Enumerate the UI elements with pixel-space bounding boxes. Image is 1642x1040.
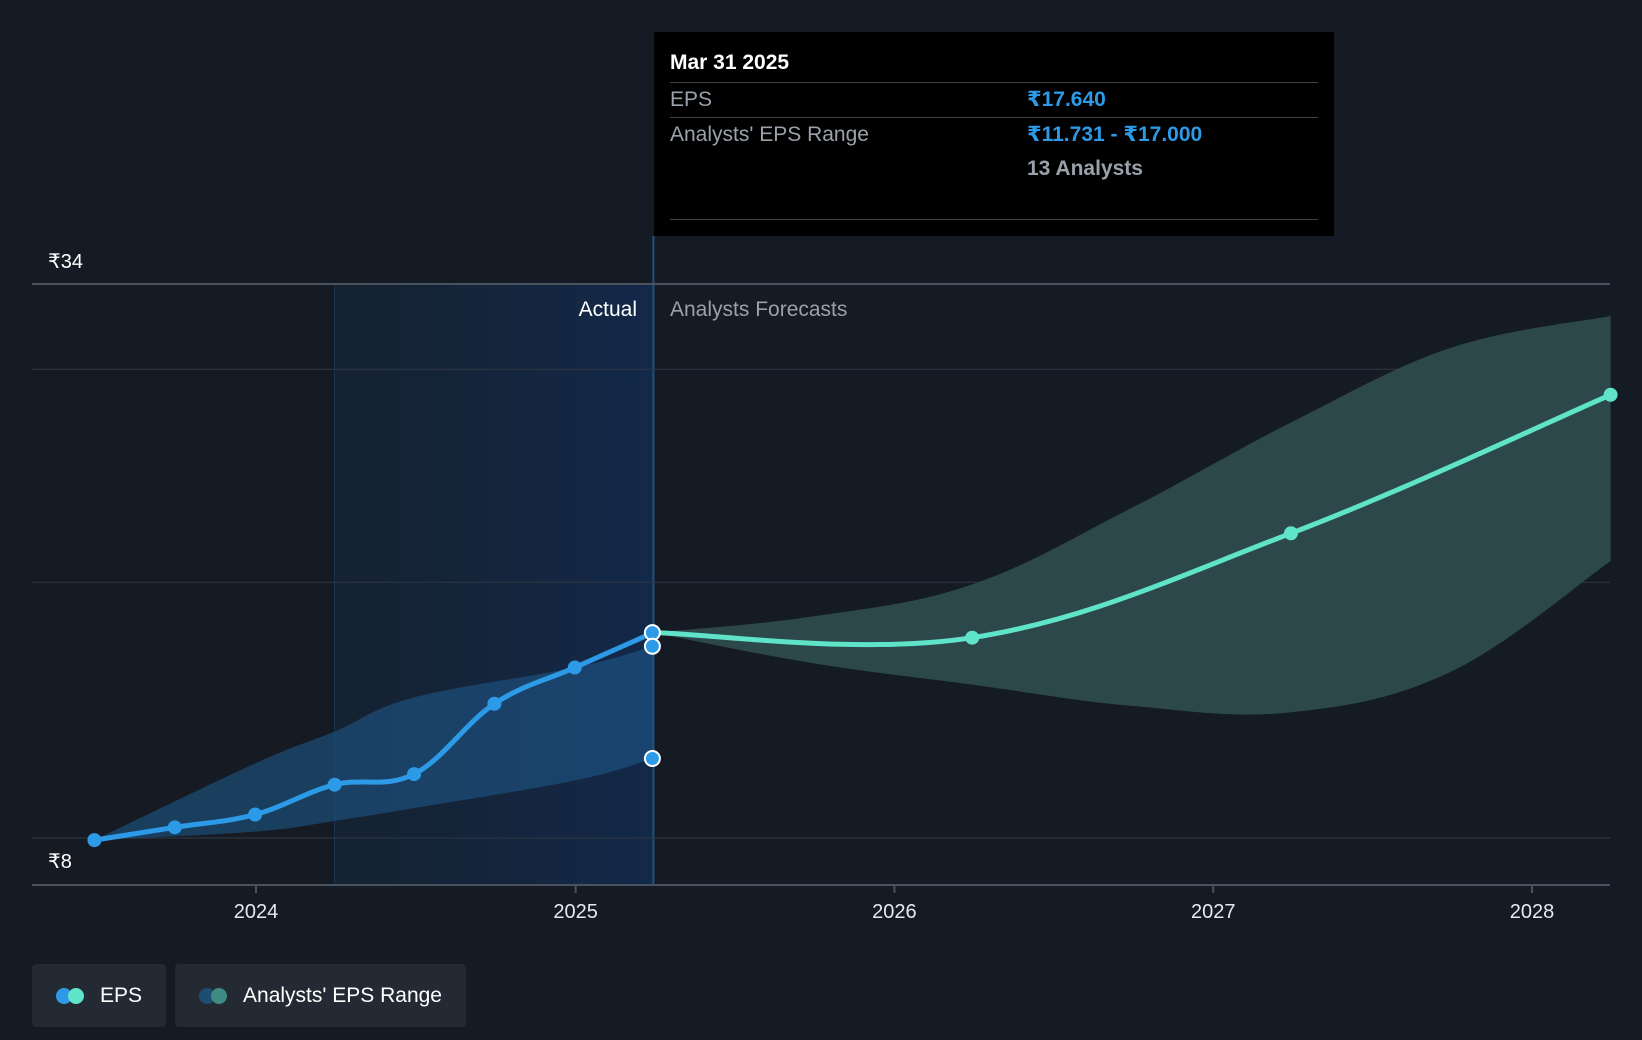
legend-range-button[interactable]: Analysts' EPS Range [175, 964, 466, 1027]
eps-actual-point [327, 777, 342, 792]
eps-forecast-point [1603, 387, 1618, 402]
eps-actual-point [487, 696, 502, 711]
x-tick-label: 2025 [553, 901, 598, 923]
hover-marker [643, 750, 661, 768]
tooltip-divider [670, 219, 1318, 220]
eps-legend-icon [56, 987, 86, 1004]
legend-eps-button[interactable]: EPS [32, 964, 167, 1027]
x-tick-label: 2024 [234, 901, 279, 923]
tooltip-eps-row: EPS ₹17.640 [670, 83, 1318, 118]
tooltip-range-value: ₹11.731 - ₹17.000 [1027, 123, 1203, 146]
eps-actual-line [91, 630, 656, 843]
x-tick-label: 2026 [872, 901, 917, 923]
y-axis-top-label: ₹34 [48, 251, 83, 273]
legend-range-label: Analysts' EPS Range [243, 983, 442, 1007]
eps-actual-point [407, 767, 422, 782]
range-legend-icon [199, 987, 229, 1004]
forecast-range-band [653, 315, 1611, 715]
x-tick-label: 2027 [1191, 901, 1236, 923]
tooltip-range-row: Analysts' EPS Range ₹11.731 - ₹17.000 [670, 118, 1318, 152]
y-axis-bottom-label: ₹8 [48, 851, 72, 873]
eps-forecast-point [965, 630, 980, 645]
x-tick-label: 2028 [1510, 901, 1555, 923]
legend: EPS Analysts' EPS Range [32, 964, 466, 1027]
eps-actual-point [167, 820, 182, 835]
tooltip-date: Mar 31 2025 [670, 32, 1318, 83]
tooltip-eps-value: ₹17.640 [1027, 88, 1106, 111]
tooltip-eps-label: EPS [670, 88, 713, 111]
hover-marker [643, 637, 661, 655]
eps-actual-point [248, 807, 263, 822]
tooltip: Mar 31 2025 EPS ₹17.640 Analysts' EPS Ra… [654, 32, 1334, 236]
eps-forecast-point [1283, 526, 1298, 541]
legend-eps-label: EPS [100, 983, 143, 1007]
actual-region-label: Actual [579, 298, 637, 321]
eps-forecast-line [650, 392, 1614, 648]
tooltip-range-label: Analysts' EPS Range [670, 123, 869, 146]
forecast-region-label: Analysts Forecasts [670, 298, 847, 321]
tooltip-analysts-count: 13 Analysts [1027, 157, 1143, 180]
eps-actual-point [87, 833, 102, 848]
eps-actual-point [567, 660, 582, 675]
